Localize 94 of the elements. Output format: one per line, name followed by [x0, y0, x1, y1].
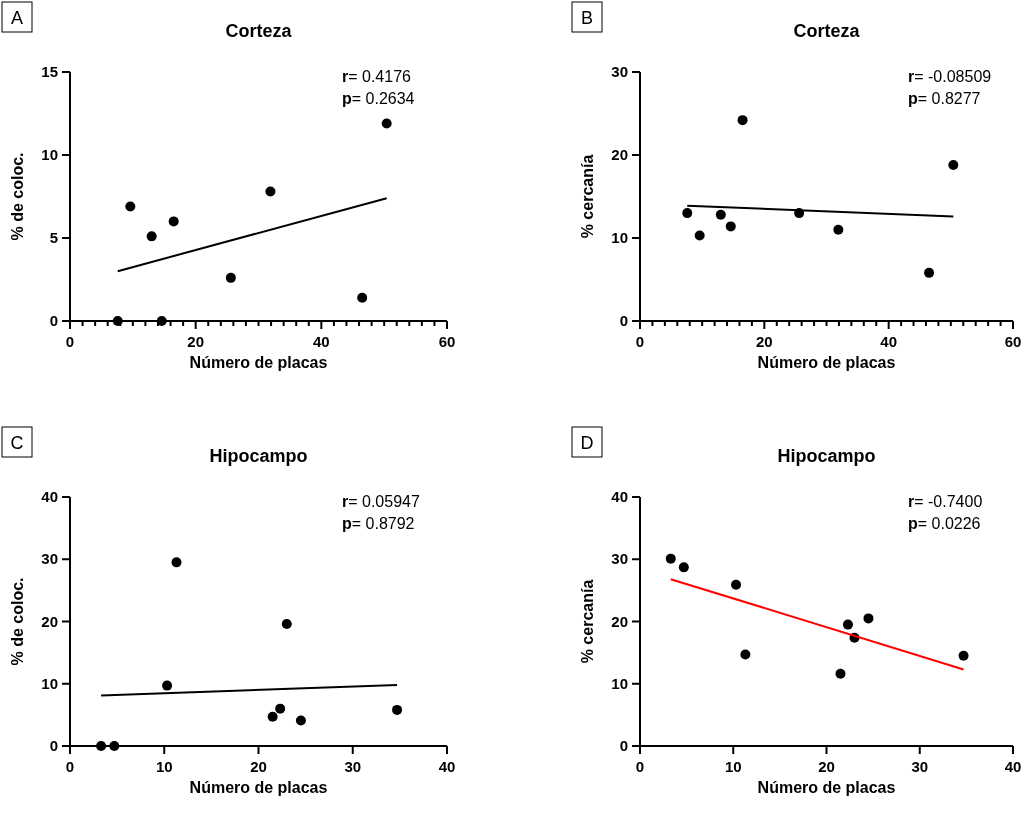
x-axis-title: Número de placas [189, 354, 328, 371]
point [265, 186, 276, 197]
y-tick-label: 20 [611, 146, 628, 163]
chart-title: Corteza [225, 21, 293, 41]
y-axis-title: % de coloc. [9, 577, 26, 666]
text: B [580, 8, 594, 28]
text: A [10, 8, 24, 28]
point [267, 711, 278, 722]
chart-title: Hipocampo [209, 446, 308, 466]
y-tick-label: 20 [611, 612, 628, 630]
point [678, 562, 689, 573]
y-tick-label: 0 [49, 737, 58, 754]
x-axis-title: Número de placas [757, 779, 896, 796]
y-tick-label: 40 [41, 488, 58, 505]
x-tick-label: 10 [724, 758, 742, 775]
x-tick-label: 60 [438, 333, 456, 350]
x-tick-label: 20 [755, 333, 773, 350]
y-tick-label: 0 [49, 312, 58, 329]
annotation: r= 0.05947 [342, 493, 420, 510]
point [171, 557, 182, 568]
x-tick-label: 20 [187, 333, 205, 350]
x-tick-label: 30 [344, 758, 362, 775]
y-tick-label: 15 [41, 63, 58, 80]
point [665, 553, 676, 564]
point [281, 618, 292, 629]
point [156, 316, 167, 326]
x-tick-label: 20 [818, 758, 835, 775]
y-tick-label: 10 [611, 229, 628, 246]
x-axis-title: Número de placas [757, 354, 896, 371]
x-tick-label: 10 [155, 758, 173, 775]
point [162, 680, 173, 691]
x-tick-label: 0 [635, 333, 645, 350]
point [842, 619, 853, 630]
chart-title: Hipocampo [777, 446, 876, 466]
annotation: p= 0.8277 [908, 90, 981, 107]
point [715, 209, 726, 220]
y-tick-label: 20 [41, 612, 58, 630]
y-tick-label: 10 [41, 146, 58, 163]
point [737, 115, 748, 126]
x-tick-label: 40 [1004, 758, 1022, 775]
x-tick-label: 40 [438, 758, 456, 775]
x-tick-label: 40 [312, 333, 330, 350]
point [112, 316, 123, 326]
text: D [580, 433, 594, 453]
x-tick-label: 0 [635, 758, 645, 775]
point [146, 231, 157, 242]
point [948, 159, 959, 170]
x-tick-label: 60 [1004, 333, 1022, 350]
annotation: p= 0.0226 [908, 515, 981, 532]
x-axis-title: Número de placas [189, 779, 328, 796]
point [725, 221, 736, 232]
annotation: r= -0.7400 [908, 493, 983, 510]
text: C [10, 433, 24, 453]
point [275, 703, 286, 714]
y-tick-label: 0 [619, 312, 628, 329]
chart-title: Corteza [793, 21, 861, 41]
y-tick-label: 0 [619, 737, 628, 754]
point [125, 201, 136, 212]
point [924, 267, 935, 278]
point [225, 272, 236, 283]
y-tick-label: 30 [41, 550, 58, 568]
y-axis-title: % de coloc. [9, 152, 26, 241]
point [357, 292, 368, 303]
point [863, 613, 874, 624]
y-tick-label: 10 [41, 674, 58, 692]
x-tick-label: 30 [911, 758, 929, 775]
point [833, 224, 844, 235]
point [682, 208, 693, 219]
point [392, 704, 403, 715]
y-axis-title: % cercanía [579, 154, 596, 239]
point [740, 649, 751, 660]
annotation: r= 0.4176 [342, 68, 412, 85]
y-tick-label: 10 [611, 674, 628, 692]
annotation: r= -0.08509 [908, 68, 992, 85]
x-tick-label: 0 [65, 758, 75, 775]
point [381, 118, 392, 129]
y-tick-label: 30 [611, 550, 628, 568]
point [96, 741, 107, 751]
point [168, 216, 179, 227]
x-tick-label: 40 [880, 333, 898, 350]
y-tick-label: 40 [611, 488, 628, 505]
y-tick-label: 30 [611, 63, 628, 80]
x-tick-label: 0 [65, 333, 75, 350]
point [109, 741, 120, 751]
point [835, 668, 846, 679]
y-axis-title: % cercanía [579, 579, 596, 664]
y-tick-label: 5 [49, 229, 58, 246]
annotation: p= 0.2634 [342, 90, 415, 107]
point [694, 230, 705, 241]
annotation: p= 0.8792 [342, 515, 415, 532]
point [295, 715, 306, 726]
point [731, 579, 742, 590]
point [958, 650, 969, 661]
x-tick-label: 20 [250, 758, 267, 775]
